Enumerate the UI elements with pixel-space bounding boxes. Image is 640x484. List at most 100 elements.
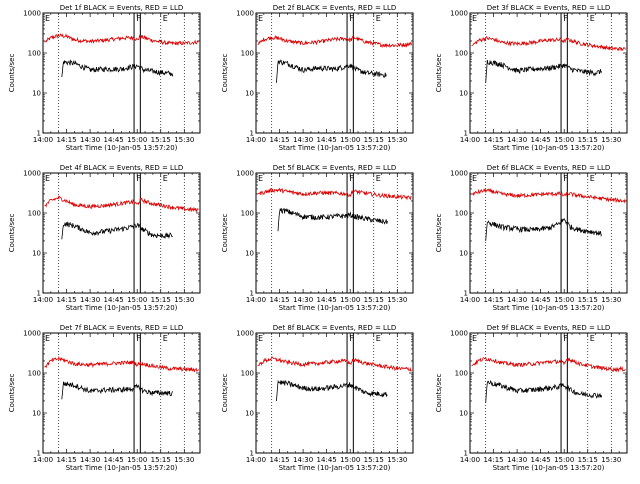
x-axis-label: Start Time (10-Jan-05 13:57:20) [493,304,605,312]
y-tick-label: 1000 [236,330,254,338]
y-tick-label: 10 [245,90,254,98]
f-marker-label: F [136,334,141,343]
x-tick-label: 15:15 [364,136,384,144]
y-tick-label: 1000 [236,10,254,18]
y-tick-label: 100 [241,370,254,378]
plot-frame [255,332,414,454]
y-tick-label: 100 [241,50,254,58]
y-axis-label: Counts/sec [8,54,16,93]
e-marker-label: E [258,174,263,183]
y-axis-label: Counts/sec [435,374,443,413]
series-lld-line [44,355,199,373]
panel-4: Det 4f BLACK = Events, RED = LLD 1 10 100 10… [8,164,201,312]
panel-3: Det 3f BLACK = Events, RED = LLD 1 10 100 10… [435,4,628,152]
y-tick-label: 100 [455,50,468,58]
panel-2: Det 2f BLACK = Events, RED = LLD 1 10 100 10… [221,4,414,152]
y-tick-label: 100 [241,210,254,218]
x-tick-label: 15:30 [174,136,194,144]
y-tick-label: 1 [464,450,468,458]
y-tick-label: 100 [28,370,41,378]
x-tick-label: 14:30 [293,296,313,304]
x-tick-label: 14:15 [56,296,76,304]
x-tick-label: 14:15 [56,136,76,144]
x-tick-label: 14:00 [460,136,480,144]
y-tick-label: 100 [455,370,468,378]
y-axis-label: Counts/sec [221,374,229,413]
x-tick-label: 15:15 [364,296,384,304]
series-events-line [61,59,174,78]
x-axis-label: Start Time (10-Jan-05 13:57:20) [66,144,178,152]
y-tick-label: 1 [37,130,41,138]
series-lld-line [257,187,412,201]
e-marker-label: E [376,14,381,23]
x-tick-label: 14:15 [483,296,503,304]
x-tick-label: 14:00 [246,456,266,464]
y-tick-label: 10 [245,250,254,258]
e-marker-label: E [45,174,50,183]
panel-title: Det 2f BLACK = Events, RED = LLD [273,4,396,12]
e-marker-label: E [590,334,595,343]
x-tick-label: 14:45 [531,136,551,144]
x-tick-label: 14:30 [293,136,313,144]
panel-6: Det 6f BLACK = Events, RED = LLD 1 10 100 10… [435,164,628,312]
x-tick-label: 14:30 [80,296,100,304]
e-marker-label: E [590,174,595,183]
plot-frame [42,12,201,134]
f-marker-label: F [136,174,141,183]
x-tick-label: 15:15 [578,296,598,304]
y-tick-label: 1000 [23,170,41,178]
x-tick-label: 14:45 [104,296,124,304]
panel-title: Det 4f BLACK = Events, RED = LLD [60,164,183,172]
x-tick-label: 14:45 [317,456,337,464]
y-axis-label: Counts/sec [8,214,16,253]
x-tick-label: 15:30 [387,456,407,464]
x-axis-label: Start Time (10-Jan-05 13:57:20) [66,304,178,312]
x-tick-label: 15:30 [387,296,407,304]
y-axis-label: Counts/sec [8,374,16,413]
y-tick-label: 1000 [23,330,41,338]
x-tick-label: 14:00 [460,296,480,304]
y-tick-label: 10 [32,250,41,258]
y-tick-label: 1000 [450,330,468,338]
series-events-line [277,207,389,232]
plot-frame [255,172,414,294]
x-tick-label: 15:15 [364,456,384,464]
x-axis-label: Start Time (10-Jan-05 13:57:20) [66,464,178,472]
series-lld-line [44,195,199,213]
x-tick-label: 15:15 [151,136,171,144]
panel-9: Det 9f BLACK = Events, RED = LLD 1 10 100 10… [435,324,628,472]
x-tick-label: 14:15 [269,296,289,304]
panel-title: Det 5f BLACK = Events, RED = LLD [273,164,396,172]
y-tick-label: 1000 [23,10,41,18]
e-marker-label: E [258,14,263,23]
x-tick-label: 15:00 [127,296,147,304]
x-tick-label: 14:00 [33,456,53,464]
y-tick-label: 1 [464,290,468,298]
x-tick-label: 15:00 [554,136,574,144]
f-marker-label: F [563,174,568,183]
y-tick-label: 10 [32,90,41,98]
x-tick-label: 15:30 [601,136,621,144]
y-tick-label: 10 [459,90,468,98]
series-lld-line [257,356,412,373]
x-tick-label: 15:30 [387,136,407,144]
series-events-line [276,379,388,402]
f-marker-label: F [349,334,354,343]
y-axis-label: Counts/sec [221,214,229,253]
x-axis-label: Start Time (10-Jan-05 13:57:20) [493,144,605,152]
panel-8: Det 8f BLACK = Events, RED = LLD 1 10 100 10… [221,324,414,472]
x-tick-label: 15:15 [151,296,171,304]
e-marker-label: E [45,334,50,343]
x-tick-label: 15:00 [554,296,574,304]
series-events-line [485,59,602,83]
x-axis-label: Start Time (10-Jan-05 13:57:20) [279,144,391,152]
y-tick-label: 10 [245,410,254,418]
e-marker-label: E [45,14,50,23]
series-events-line [485,218,602,242]
e-marker-label: E [590,14,595,23]
series-lld-line [44,33,199,46]
series-events-line [276,59,387,83]
y-tick-label: 1 [37,290,41,298]
panel-5: Det 5f BLACK = Events, RED = LLD 1 10 100 10… [221,164,414,312]
